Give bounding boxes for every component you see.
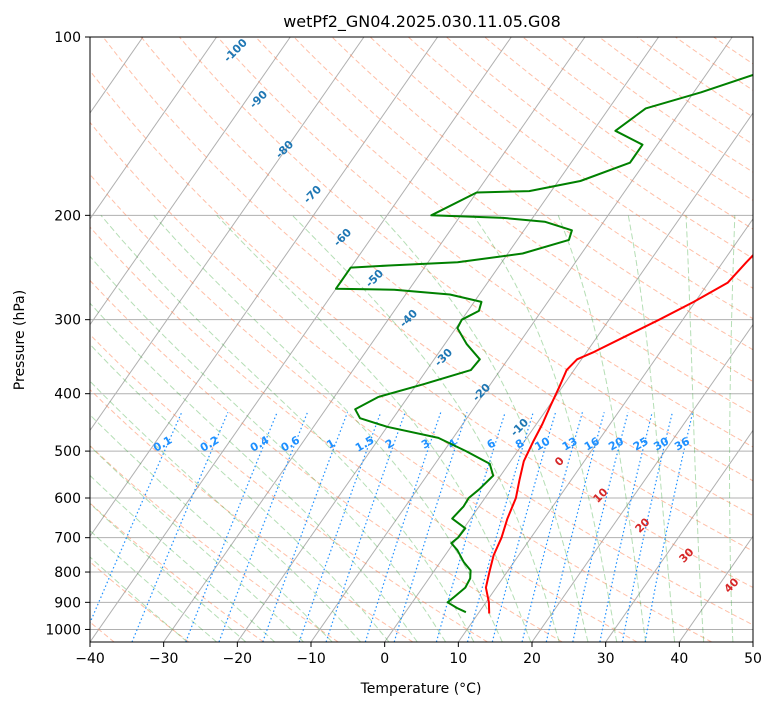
y-tick-label: 300 bbox=[54, 313, 81, 329]
y-tick-label: 800 bbox=[54, 565, 81, 581]
sounding-series bbox=[335, 73, 753, 614]
mixing-ratio-line bbox=[90, 412, 183, 625]
x-tick-label: −10 bbox=[296, 651, 326, 667]
dry-adiabat bbox=[90, 279, 563, 642]
isotherm-line bbox=[678, 535, 753, 642]
moist-adiabat bbox=[291, 214, 560, 642]
y-tick-label: 900 bbox=[54, 595, 81, 611]
moist-adiabats bbox=[90, 214, 736, 642]
isotherm-line bbox=[605, 429, 753, 642]
moist-adiabat bbox=[90, 529, 217, 642]
moist-adiabat bbox=[90, 502, 247, 642]
plot-frame bbox=[89, 36, 754, 643]
moist-adiabat bbox=[100, 214, 475, 642]
dry-adiabat bbox=[90, 333, 488, 642]
isotherm-line bbox=[90, 37, 512, 642]
mixing-ratio-line bbox=[599, 412, 653, 642]
x-tick-label: −30 bbox=[149, 651, 179, 667]
dry-adiabat bbox=[446, 37, 753, 259]
y-tick-label: 500 bbox=[54, 444, 81, 460]
y-axis-label: Pressure (hPa) bbox=[12, 290, 28, 390]
mixing-ratio-line bbox=[644, 412, 694, 642]
dry-adiabat bbox=[102, 37, 753, 552]
dry-adiabat bbox=[331, 37, 753, 351]
moist-adiabat bbox=[90, 474, 276, 642]
isotherm-line bbox=[90, 37, 439, 538]
dry-adiabat bbox=[90, 173, 712, 642]
moist-adiabat bbox=[90, 445, 304, 642]
dry-adiabat bbox=[560, 37, 753, 173]
moist-adiabat bbox=[90, 302, 418, 642]
mixing-ratio-line bbox=[185, 412, 278, 642]
y-tick-label: 100 bbox=[54, 30, 81, 46]
isotherm-line bbox=[90, 37, 218, 220]
moist-adiabat bbox=[380, 214, 589, 642]
moist-adiabat bbox=[153, 214, 503, 642]
moist-adiabat bbox=[90, 380, 362, 642]
moist-adiabat bbox=[685, 215, 705, 642]
moist-adiabat bbox=[729, 215, 736, 642]
mixing-ratio-line bbox=[572, 412, 629, 642]
mixing-ratio-line bbox=[545, 412, 605, 642]
dry-adiabat bbox=[598, 37, 753, 145]
dry-adiabat bbox=[217, 37, 753, 448]
isotherm-line bbox=[236, 37, 660, 642]
mixing-ratio-line bbox=[131, 412, 229, 642]
temperature-profile-line bbox=[484, 253, 753, 614]
dry-adiabat bbox=[90, 69, 753, 589]
moist-adiabat bbox=[216, 214, 532, 642]
pressure-gridlines bbox=[90, 37, 753, 630]
dry-adiabat bbox=[90, 388, 414, 642]
isotherm-line bbox=[90, 37, 365, 432]
moist-adiabat bbox=[90, 343, 390, 642]
x-tick-label: 0 bbox=[380, 651, 389, 667]
mixing-ratio-line bbox=[298, 412, 382, 642]
dry-adiabats bbox=[90, 37, 753, 642]
x-tick-label: 10 bbox=[449, 651, 467, 667]
dry-adiabat bbox=[90, 226, 638, 642]
y-tick-label: 700 bbox=[54, 531, 81, 547]
mixing-ratio-line bbox=[218, 412, 309, 642]
isotherm-line bbox=[531, 323, 753, 642]
moist-adiabat bbox=[627, 215, 676, 642]
mixing-ratio-line bbox=[393, 412, 468, 642]
mixing-ratio-line bbox=[621, 412, 673, 642]
mixing-ratio-lines bbox=[90, 412, 694, 642]
x-tick-label: 30 bbox=[597, 651, 615, 667]
mixing-ratio-line bbox=[262, 412, 349, 642]
dry-adiabat bbox=[369, 37, 753, 320]
dewpoint-profile-line bbox=[335, 73, 753, 614]
dry-adiabat bbox=[90, 502, 264, 642]
moist-adiabat bbox=[90, 414, 333, 642]
x-axis-label: Temperature (°C) bbox=[360, 681, 482, 697]
x-tick-label: −20 bbox=[223, 651, 253, 667]
chart-title: wetPf2_GN04.2025.030.11.05.G08 bbox=[283, 12, 561, 32]
moist-adiabat bbox=[90, 255, 447, 642]
isotherm-line bbox=[90, 37, 291, 326]
dry-adiabat bbox=[484, 37, 753, 230]
dry-adiabat bbox=[293, 37, 753, 383]
dry-adiabat bbox=[179, 37, 753, 482]
y-tick-label: 1000 bbox=[45, 622, 81, 638]
x-tick-label: 20 bbox=[523, 651, 541, 667]
x-axis-ticks: −40 −30 −20 −10 0 10 20 30 40 50 bbox=[75, 642, 762, 667]
dry-adiabat bbox=[90, 445, 339, 642]
isotherm-line bbox=[163, 37, 586, 642]
mixing-ratio-line bbox=[325, 412, 406, 642]
x-tick-label: −40 bbox=[75, 651, 105, 667]
x-tick-label: 40 bbox=[670, 651, 688, 667]
moist-adiabat bbox=[473, 215, 618, 642]
moist-adiabat bbox=[90, 556, 188, 642]
y-tick-label: 400 bbox=[54, 387, 81, 403]
dry-adiabat bbox=[90, 121, 753, 626]
y-tick-label: 600 bbox=[54, 491, 81, 507]
y-tick-label: 200 bbox=[54, 208, 81, 224]
y-axis-ticks: 100 200 300 400 500 600 700 800 900 1000 bbox=[45, 30, 90, 638]
isotherm-line bbox=[457, 217, 753, 642]
x-tick-label: 50 bbox=[744, 651, 762, 667]
plot-area: 0.1 0.2 0.4 0.6 1 1.5 2 3 4 6 8 10 13 16 20 25 30 36-100-… bbox=[90, 37, 753, 642]
mixing-ratio-line bbox=[364, 412, 442, 642]
